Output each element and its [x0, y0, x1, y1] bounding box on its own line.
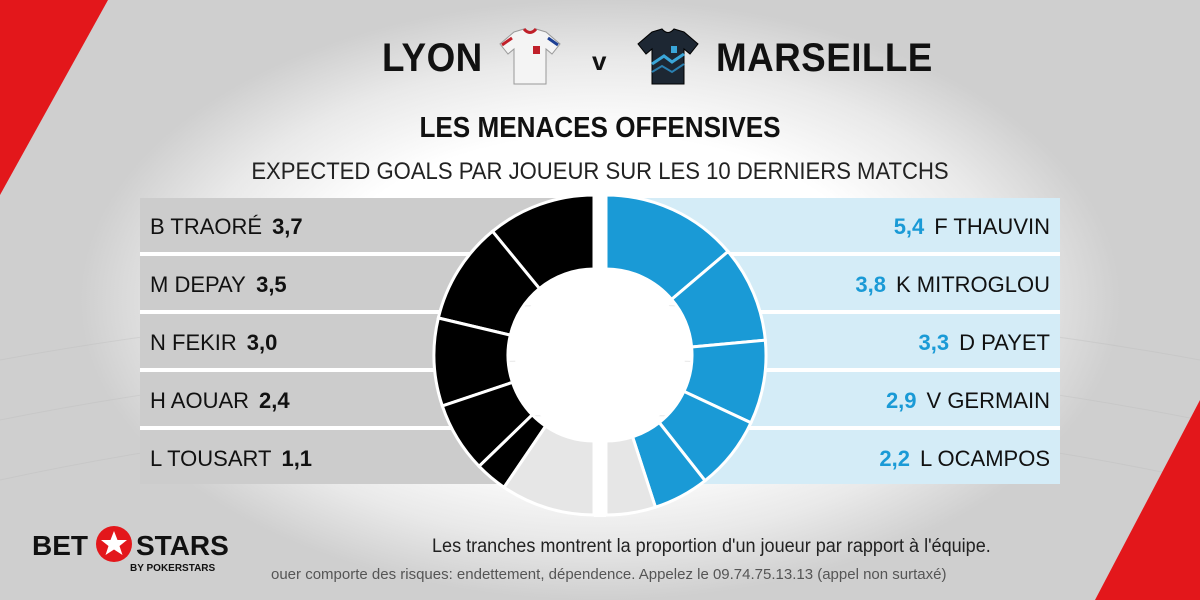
home-row-gap [140, 368, 594, 372]
chart-subtitle: EXPECTED GOALS PAR JOUEUR SUR LES 10 DER… [251, 158, 949, 185]
away-row-gap [606, 310, 1060, 314]
away-player-name: K MITROGLOU [896, 272, 1050, 297]
away-player-name: L OCAMPOS [920, 446, 1050, 471]
red-corner-bottom-right [1095, 400, 1200, 600]
home-team-name: LYON [382, 36, 483, 80]
home-jersey-icon [499, 28, 561, 85]
away-row-gap [606, 252, 1060, 256]
home-player-xg: 3,7 [272, 214, 303, 239]
gambling-disclaimer: ouer comporte des risques: endettement, … [271, 566, 947, 583]
star-icon [96, 526, 132, 562]
match-header: LYON v MARSEILLE [0, 28, 1200, 90]
chart-title: LES MENACES OFFENSIVES [419, 112, 781, 144]
home-player-name: H AOUAR [150, 388, 249, 413]
logo-subtext: BY POKERSTARS [130, 563, 216, 574]
away-player-xg: 3,3 [919, 330, 950, 355]
home-panel [140, 195, 594, 515]
away-player-name: F THAUVIN [934, 214, 1050, 239]
red-corner-top-left [0, 0, 108, 195]
home-player-xg: 3,5 [256, 272, 287, 297]
home-player-name: B TRAORÉ [150, 214, 262, 239]
away-player-name: V GERMAIN [927, 388, 1050, 413]
home-player-xg: 3,0 [247, 330, 278, 355]
away-row-gap [606, 368, 1060, 372]
away-player-xg: 2,2 [879, 446, 910, 471]
away-player-xg: 5,4 [894, 214, 925, 239]
logo-bet-text: BET [32, 530, 88, 561]
away-jersey-icon [637, 28, 699, 85]
versus-label: v [592, 46, 607, 76]
away-panel [606, 195, 1060, 515]
home-player-xg: 2,4 [259, 388, 290, 413]
away-player-xg: 2,9 [886, 388, 917, 413]
away-team-name: MARSEILLE [716, 36, 933, 80]
slice-note: Les tranches montrent la proportion d'un… [432, 536, 991, 557]
home-row-gap [140, 426, 594, 430]
home-player-name: L TOUSART [150, 446, 271, 471]
logo-stars-text: STARS [136, 530, 229, 561]
home-player-xg: 1,1 [281, 446, 312, 471]
center-divider [594, 193, 606, 517]
home-player-name: N FEKIR [150, 330, 237, 355]
betstars-logo: BET STARS BY POKERSTARS [32, 526, 232, 580]
away-player-xg: 3,8 [855, 272, 886, 297]
home-row-gap [140, 310, 594, 314]
home-slice-remainder [501, 424, 596, 517]
home-row-gap [140, 252, 594, 256]
away-player-name: D PAYET [959, 330, 1050, 355]
home-player-name: M DEPAY [150, 272, 246, 297]
away-row-gap [606, 426, 1060, 430]
